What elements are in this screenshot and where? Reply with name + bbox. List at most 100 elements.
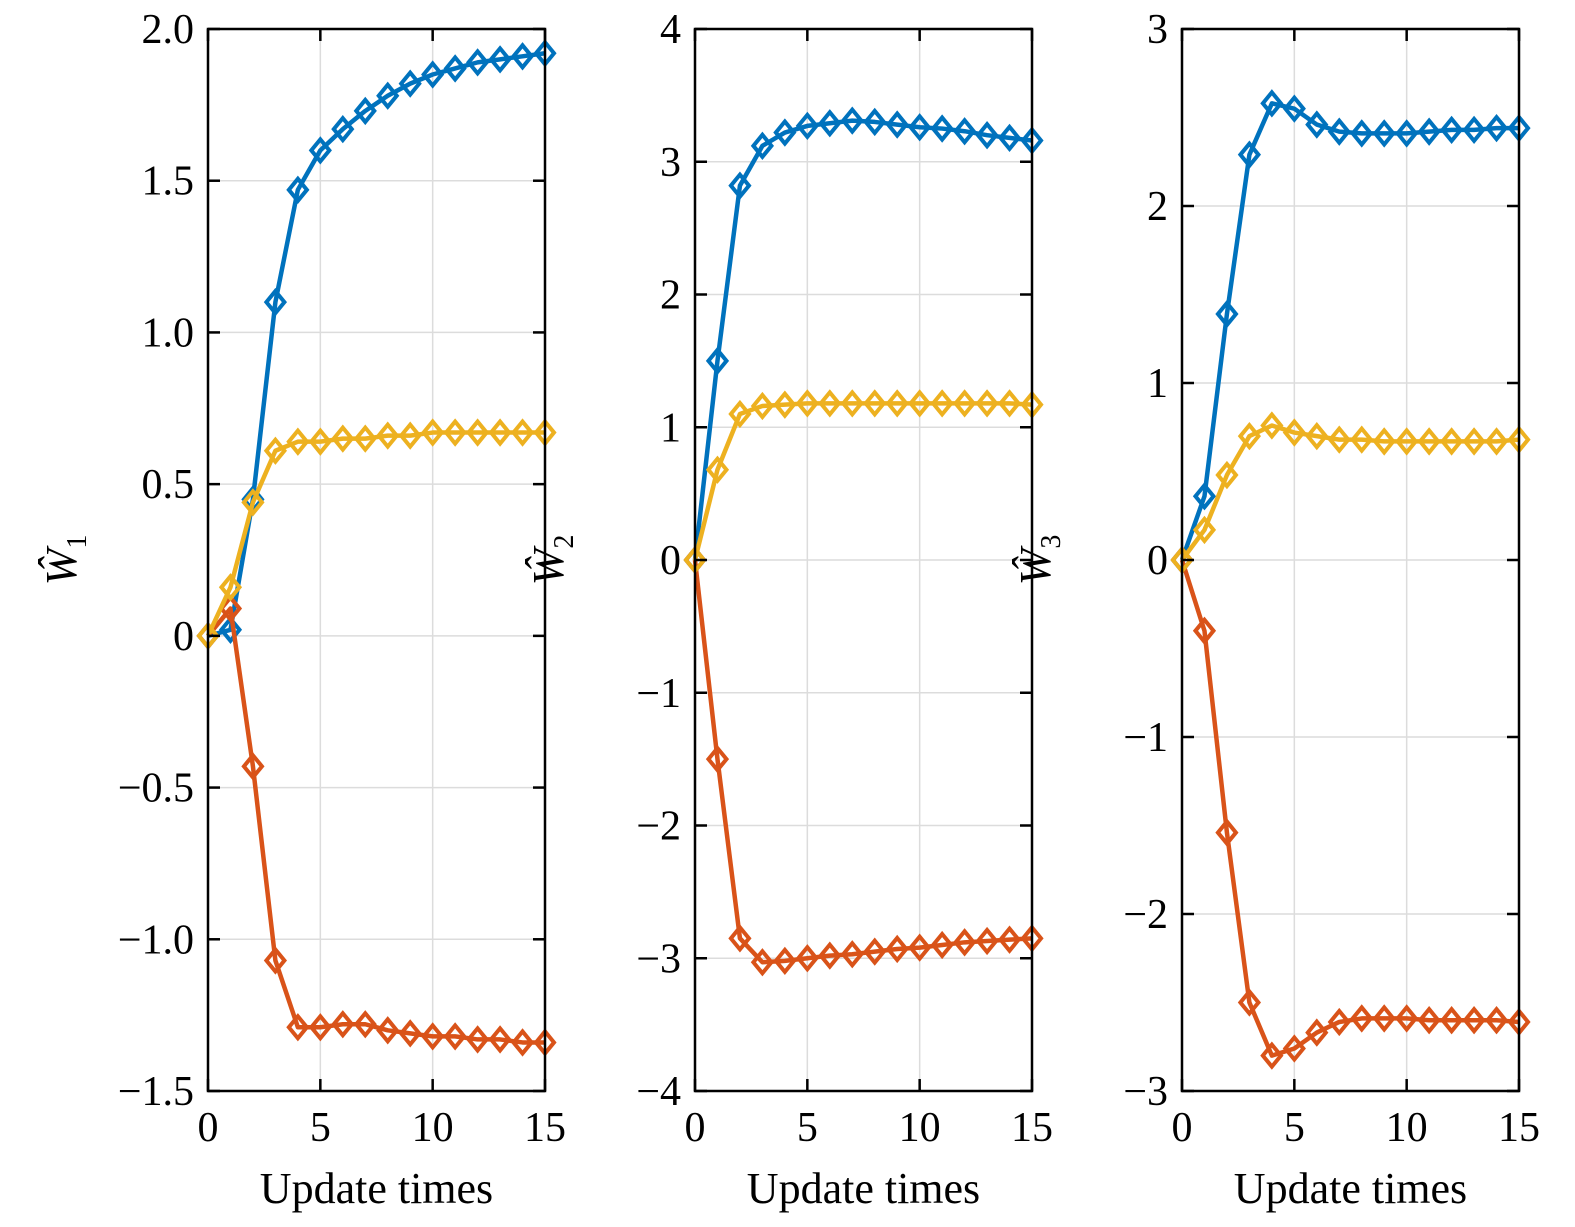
data-point-yellow <box>818 389 842 418</box>
data-point-blue <box>1462 115 1486 145</box>
data-point-orange <box>750 948 775 977</box>
data-point-blue <box>750 131 775 160</box>
data-point-orange <box>1282 1034 1306 1063</box>
data-point-yellow <box>750 391 775 421</box>
data-point-orange <box>353 1010 377 1039</box>
data-point-blue <box>218 615 243 644</box>
y-tick-label: −1.5 <box>118 1069 194 1115</box>
y-axis-label: Ŵ1 <box>37 535 93 586</box>
data-point-yellow <box>997 389 1022 418</box>
data-point-yellow <box>286 427 310 456</box>
data-point-yellow <box>353 424 377 453</box>
data-point-blue <box>705 346 730 376</box>
x-axis-label: Update times <box>747 1164 980 1213</box>
data-point-yellow <box>241 488 265 517</box>
series-line-blue <box>1179 101 1519 561</box>
data-point-orange <box>488 1025 512 1054</box>
data-point-yellow <box>218 573 243 602</box>
data-point-orange <box>421 1022 445 1051</box>
data-point-orange <box>1395 1004 1419 1033</box>
data-point-orange <box>1215 818 1239 847</box>
data-point-yellow <box>1192 515 1217 545</box>
data-point-blue <box>952 117 977 146</box>
data-point-blue <box>308 136 332 165</box>
data-point-blue <box>331 114 355 144</box>
y-tick-label: 1.5 <box>142 159 195 205</box>
y-tick-label: 2 <box>1147 184 1168 230</box>
data-point-orange <box>1237 988 1262 1017</box>
data-point-orange <box>997 925 1022 954</box>
y-axis-label-symbol: Ŵ <box>1011 545 1060 585</box>
data-point-orange <box>795 944 819 973</box>
data-point-orange <box>1260 1041 1284 1070</box>
data-point-yellow <box>421 418 445 447</box>
data-point-yellow <box>705 455 730 484</box>
data-point-blue <box>818 109 842 138</box>
data-point-yellow <box>465 418 490 447</box>
data-point-yellow <box>795 389 819 418</box>
data-point-orange <box>263 946 288 975</box>
data-point-blue <box>443 54 467 83</box>
data-point-orange <box>465 1025 490 1054</box>
y-tick-label: 2.0 <box>142 7 195 53</box>
y-tick-label: −3 <box>636 936 681 982</box>
data-point-yellow <box>1260 411 1284 440</box>
y-tick-label: −1 <box>636 671 681 717</box>
data-point-blue <box>1484 113 1509 143</box>
data-point-orange <box>1462 1006 1486 1035</box>
data-point-yellow <box>263 436 288 465</box>
data-point-blue <box>353 96 377 126</box>
data-point-orange <box>308 1013 332 1042</box>
data-point-orange <box>728 924 752 953</box>
x-tick-label: 0 <box>1172 1105 1193 1151</box>
x-axis-label: Update times <box>1234 1164 1467 1213</box>
data-point-yellow <box>1395 427 1419 456</box>
data-point-yellow <box>1372 427 1396 456</box>
data-point-blue <box>263 287 288 317</box>
data-point-orange <box>286 1013 310 1042</box>
data-point-orange <box>705 744 730 774</box>
data-point-orange <box>952 928 977 957</box>
data-point-yellow <box>1439 427 1464 456</box>
data-point-yellow <box>1417 427 1441 456</box>
y-tick-label: −1 <box>1123 715 1168 761</box>
data-point-blue <box>885 110 909 139</box>
y-tick-label: −3 <box>1123 1069 1168 1115</box>
series-line-orange <box>1179 559 1520 1058</box>
y-axis-label-symbol: Ŵ <box>524 545 573 585</box>
data-point-yellow <box>728 399 752 429</box>
data-point-orange <box>241 752 265 781</box>
data-point-yellow <box>510 418 535 447</box>
data-point-blue <box>997 123 1022 153</box>
data-point-yellow <box>1350 425 1374 454</box>
y-tick-label: −4 <box>636 1069 681 1115</box>
data-point-blue <box>1372 119 1396 148</box>
data-point-yellow <box>975 389 999 418</box>
data-point-orange <box>443 1022 467 1051</box>
data-point-blue <box>1215 299 1239 329</box>
data-point-orange <box>863 937 887 966</box>
y-tick-label: −2 <box>1123 892 1168 938</box>
data-point-blue <box>1350 119 1374 148</box>
data-point-blue <box>286 175 310 204</box>
y-tick-label: 3 <box>660 140 681 186</box>
data-point-yellow <box>398 421 422 450</box>
data-point-blue <box>376 81 400 110</box>
data-point-blue <box>1327 117 1351 146</box>
data-point-yellow <box>773 390 797 419</box>
series-line-orange <box>206 606 545 1045</box>
y-tick-label: 0 <box>660 538 681 584</box>
y-tick-label: −0.5 <box>118 766 194 812</box>
data-point-orange <box>908 933 932 962</box>
data-point-yellow <box>443 418 467 447</box>
series-line-blue <box>692 118 1033 561</box>
data-point-yellow <box>863 389 887 418</box>
data-point-blue <box>728 171 752 200</box>
y-tick-label: 0.5 <box>142 462 195 508</box>
data-point-orange <box>1417 1006 1441 1035</box>
data-point-blue <box>465 48 490 77</box>
x-tick-label: 0 <box>685 1105 706 1151</box>
y-axis-label-symbol: Ŵ <box>37 545 86 585</box>
